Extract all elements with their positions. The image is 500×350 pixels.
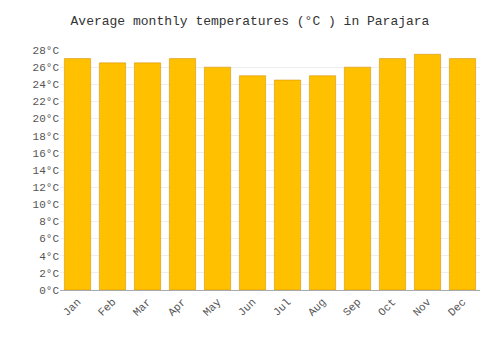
svg-text:Jul: Jul [271,296,293,318]
svg-text:16°C: 16°C [33,148,60,160]
svg-text:Oct: Oct [376,296,398,318]
svg-text:12°C: 12°C [33,182,60,194]
svg-text:6°C: 6°C [39,233,59,245]
svg-text:Dec: Dec [446,296,468,318]
svg-text:18°C: 18°C [33,131,60,143]
svg-text:14°C: 14°C [33,165,60,177]
svg-text:20°C: 20°C [33,113,60,125]
svg-text:Nov: Nov [411,296,434,319]
svg-text:10°C: 10°C [33,199,60,211]
svg-text:8°C: 8°C [39,216,59,228]
svg-text:Jun: Jun [236,296,258,318]
svg-text:4°C: 4°C [39,251,59,263]
svg-text:24°C: 24°C [33,79,60,91]
svg-text:May: May [201,296,224,319]
svg-text:Average monthly temperatures (: Average monthly temperatures (°C ) in Pa… [71,14,430,29]
svg-text:Apr: Apr [166,296,188,318]
svg-text:28°C: 28°C [33,45,60,57]
svg-text:Sep: Sep [341,296,363,318]
svg-text:22°C: 22°C [33,96,60,108]
svg-text:Feb: Feb [96,296,118,318]
svg-text:2°C: 2°C [39,268,59,280]
svg-text:Jan: Jan [61,296,83,318]
svg-text:Mar: Mar [131,296,153,318]
svg-text:Aug: Aug [306,296,328,318]
svg-text:0°C: 0°C [39,285,59,297]
svg-text:26°C: 26°C [33,62,60,74]
